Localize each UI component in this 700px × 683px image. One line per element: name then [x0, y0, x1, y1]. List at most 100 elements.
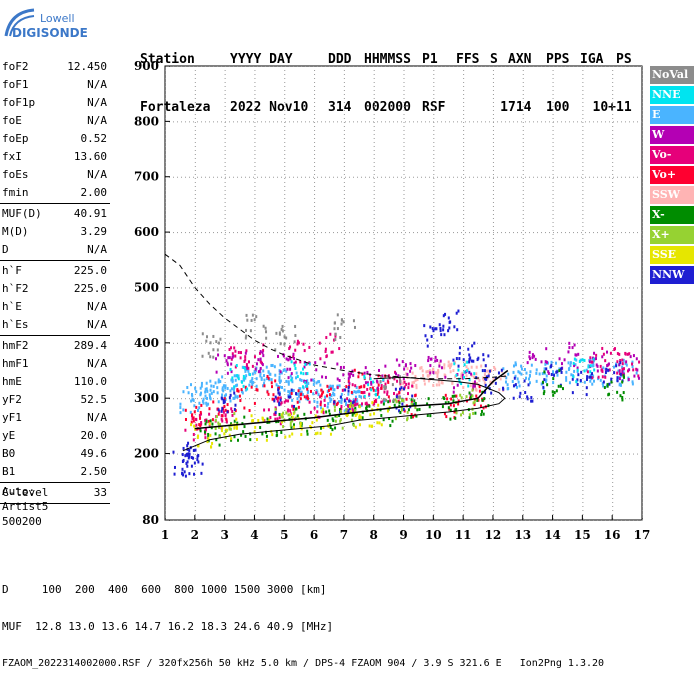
grid-dot	[552, 438, 554, 439]
grid-dot	[612, 138, 614, 139]
grid-dot	[501, 232, 502, 234]
grid-dot	[165, 462, 166, 463]
echo-point	[192, 432, 195, 436]
grid-dot	[403, 430, 405, 431]
grid-dot	[403, 490, 405, 491]
echo-point	[274, 373, 277, 377]
echo-point	[414, 378, 417, 382]
param-row: hmF1 N/A	[0, 355, 110, 373]
grid-dot	[522, 270, 524, 271]
grid-dot	[463, 210, 465, 211]
grid-dot	[357, 66, 358, 67]
echo-point	[307, 381, 310, 385]
grid-dot	[582, 330, 584, 331]
grid-dot	[373, 326, 375, 327]
echo-point	[474, 411, 477, 415]
echo-point	[336, 327, 339, 331]
grid-dot	[165, 126, 166, 127]
grid-dot	[224, 110, 226, 111]
grid-dot	[281, 121, 282, 123]
echo-point	[222, 401, 225, 405]
echo-point	[379, 380, 382, 384]
grid-dot	[373, 458, 375, 459]
grid-dot	[373, 86, 375, 87]
grid-dot	[629, 232, 630, 234]
grid-dot	[237, 176, 238, 178]
echo-point	[225, 393, 228, 397]
echo-point	[285, 369, 288, 373]
echo-point	[224, 436, 227, 440]
grid-dot	[585, 398, 586, 400]
grid-dot	[224, 382, 226, 383]
grid-dot	[463, 390, 465, 391]
echo-point	[544, 362, 547, 366]
echo-point	[224, 386, 227, 390]
grid-dot	[522, 198, 524, 199]
echo-point	[637, 374, 640, 378]
grid-dot	[194, 110, 196, 111]
echo-point	[334, 338, 337, 342]
grid-dot	[194, 178, 196, 179]
echo-point	[208, 412, 211, 416]
grid-dot	[492, 218, 494, 219]
echo-point	[201, 462, 204, 466]
grid-dot	[314, 430, 316, 431]
echo-point	[257, 418, 260, 422]
grid-dot	[433, 178, 435, 179]
echo-point	[415, 383, 418, 387]
grid-dot	[165, 122, 166, 123]
grid-dot	[209, 66, 210, 67]
echo-point	[291, 419, 294, 423]
grid-dot	[612, 442, 614, 443]
grid-dot	[401, 66, 402, 67]
echo-point	[215, 340, 218, 344]
grid-dot	[194, 342, 196, 343]
echo-point	[622, 372, 625, 376]
echo-point	[292, 355, 295, 359]
grid-dot	[642, 70, 643, 71]
grid-dot	[373, 453, 374, 455]
grid-dot	[284, 158, 286, 159]
echo-point	[223, 397, 226, 401]
echo-point	[234, 378, 237, 382]
echo-point	[245, 349, 248, 353]
grid-dot	[585, 121, 586, 123]
echo-point	[319, 426, 322, 430]
grid-dot	[552, 78, 554, 79]
echo-point	[339, 335, 342, 339]
grid-dot	[463, 366, 465, 367]
echo-point	[383, 387, 386, 391]
echo-point	[573, 364, 576, 368]
echo-point	[453, 394, 456, 398]
grid-dot	[284, 386, 286, 387]
grid-dot	[345, 398, 346, 400]
grid-dot	[582, 82, 584, 83]
echo-point	[225, 420, 228, 424]
grid-dot	[612, 226, 614, 227]
echo-point	[593, 351, 596, 355]
grid-dot	[254, 126, 256, 127]
grid-dot	[509, 398, 510, 400]
echo-point	[262, 324, 265, 328]
echo-point	[244, 351, 247, 355]
grid-dot	[194, 114, 196, 115]
grid-dot	[284, 334, 286, 335]
grid-dot	[361, 176, 362, 178]
grid-dot	[373, 106, 375, 107]
echo-point	[410, 415, 413, 419]
grid-dot	[197, 121, 198, 123]
grid-dot	[441, 176, 442, 178]
grid-dot	[582, 266, 584, 267]
grid-dot	[641, 176, 642, 178]
grid-dot	[633, 176, 634, 178]
grid-dot	[343, 234, 345, 235]
grid-dot	[254, 222, 256, 223]
grid-dot	[582, 510, 584, 511]
echo-point	[452, 386, 455, 390]
echo-point	[472, 401, 475, 405]
grid-dot	[522, 186, 524, 187]
grid-dot	[582, 310, 584, 311]
grid-dot	[217, 66, 218, 67]
grid-dot	[552, 482, 554, 483]
echo-point	[212, 390, 215, 394]
